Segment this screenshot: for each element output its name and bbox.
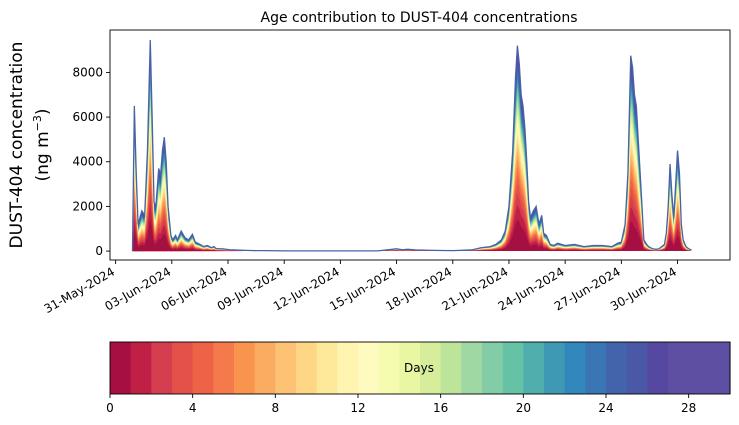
y-tick-label: 8000 bbox=[72, 65, 103, 79]
y-axis: 0 2000 4000 6000 8000 bbox=[72, 65, 110, 258]
age-band-21 bbox=[132, 73, 692, 252]
age-band-13 bbox=[132, 112, 692, 252]
age-band-4 bbox=[132, 172, 692, 252]
y-axis-label-units: (ng m−3) bbox=[31, 108, 53, 181]
colorbar-cell bbox=[378, 342, 400, 394]
age-band-23 bbox=[132, 64, 692, 252]
y-axis-units-exponent: −3 bbox=[31, 115, 44, 131]
colorbar-cell bbox=[461, 342, 483, 394]
colorbar-ticks: 0 4 8 12 16 20 24 28 bbox=[106, 394, 696, 415]
x-axis: 31-May-202403-Jun-202406-Jun-202409-Jun-… bbox=[42, 260, 679, 316]
age-band-11 bbox=[132, 123, 692, 252]
colorbar-frame bbox=[109, 341, 731, 395]
colorbar-cell bbox=[192, 342, 214, 394]
age-band-2 bbox=[132, 191, 692, 252]
colorbar-cell bbox=[523, 342, 545, 394]
age-band-15 bbox=[132, 101, 692, 252]
days-colorbar: Days 0 4 8 12 16 20 24 28 bbox=[106, 341, 731, 415]
age-band-17 bbox=[132, 91, 692, 252]
colorbar-cell bbox=[502, 342, 524, 394]
age-band-16 bbox=[132, 96, 692, 252]
age-band-9 bbox=[132, 135, 692, 252]
colorbar-tick-label: 24 bbox=[598, 401, 613, 415]
age-band-7 bbox=[132, 149, 692, 252]
colorbar-cell bbox=[668, 342, 690, 394]
colorbar-cell bbox=[440, 342, 462, 394]
colorbar-tick-label: 12 bbox=[350, 401, 365, 415]
age-band-areas bbox=[132, 40, 692, 252]
age-band-19 bbox=[132, 82, 692, 252]
colorbar-tick-label: 4 bbox=[189, 401, 197, 415]
age-band-25 bbox=[132, 56, 692, 252]
colorbar-cell bbox=[234, 342, 256, 394]
colorbar-tick-label: 8 bbox=[272, 401, 280, 415]
age-band-28 bbox=[132, 43, 692, 252]
age-band-26 bbox=[132, 51, 692, 252]
age-band-20 bbox=[132, 77, 692, 252]
age-band-27 bbox=[132, 47, 692, 252]
colorbar-tick-label: 20 bbox=[516, 401, 531, 415]
colorbar-tick-label: 28 bbox=[681, 401, 696, 415]
colorbar-cells bbox=[110, 342, 731, 394]
y-tick-label: 0 bbox=[95, 244, 103, 258]
colorbar-cell bbox=[275, 342, 297, 394]
colorbar-cell bbox=[337, 342, 359, 394]
y-tick-label: 4000 bbox=[72, 155, 103, 169]
colorbar-cell bbox=[647, 342, 669, 394]
colorbar-cell bbox=[544, 342, 566, 394]
colorbar-cell bbox=[482, 342, 504, 394]
y-axis-units-suffix: ) bbox=[33, 108, 53, 115]
colorbar-cell bbox=[564, 342, 586, 394]
colorbar-cell bbox=[130, 342, 152, 394]
colorbar-cell bbox=[358, 342, 380, 394]
colorbar-cell bbox=[626, 342, 648, 394]
age-band-1 bbox=[132, 203, 692, 252]
age-band-14 bbox=[132, 106, 692, 252]
colorbar-cell bbox=[316, 342, 338, 394]
colorbar-cell bbox=[585, 342, 607, 394]
age-band-0 bbox=[132, 218, 692, 252]
colorbar-cell bbox=[399, 342, 421, 394]
colorbar-cell bbox=[688, 342, 710, 394]
age-band-18 bbox=[132, 86, 692, 252]
y-axis-units-prefix: (ng m bbox=[33, 131, 53, 181]
colorbar-cell bbox=[296, 342, 318, 394]
plot-frame bbox=[109, 29, 731, 261]
colorbar-cell bbox=[254, 342, 276, 394]
age-band-22 bbox=[132, 68, 692, 252]
y-tick-label: 2000 bbox=[72, 199, 103, 213]
y-axis-label: DUST-404 concentration bbox=[7, 42, 27, 249]
colorbar-cell bbox=[151, 342, 173, 394]
y-axis-label-line1: DUST-404 concentration bbox=[7, 42, 27, 249]
colorbar-cell bbox=[213, 342, 235, 394]
age-band-6 bbox=[132, 156, 692, 252]
colorbar-cell bbox=[172, 342, 194, 394]
colorbar-cell bbox=[420, 342, 442, 394]
colorbar-tick-label: 0 bbox=[106, 401, 114, 415]
y-tick-label: 6000 bbox=[72, 110, 103, 124]
age-band-3 bbox=[132, 181, 692, 252]
age-band-8 bbox=[132, 142, 692, 252]
age-band-10 bbox=[132, 129, 692, 252]
colorbar-tick-label: 16 bbox=[433, 401, 448, 415]
colorbar-cell bbox=[709, 342, 731, 394]
total-concentration-line bbox=[131, 40, 692, 252]
age-band-24 bbox=[132, 60, 692, 252]
plot-area bbox=[109, 29, 731, 261]
chart-title: Age contribution to DUST-404 concentrati… bbox=[261, 10, 578, 26]
colorbar-cell bbox=[606, 342, 628, 394]
age-band-12 bbox=[132, 117, 692, 252]
colorbar-cell bbox=[110, 342, 132, 394]
age-band-5 bbox=[132, 163, 692, 252]
age-band-29 bbox=[132, 40, 692, 252]
colorbar-label: Days bbox=[404, 361, 434, 375]
